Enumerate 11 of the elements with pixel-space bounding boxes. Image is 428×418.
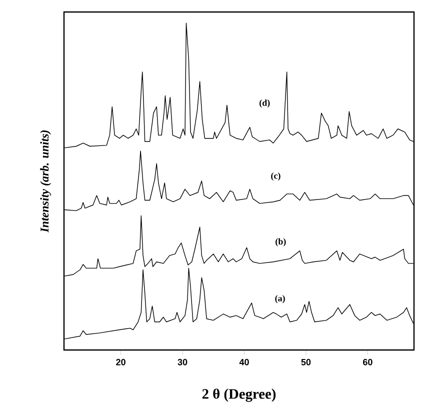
- x-tick-label: 20: [116, 358, 126, 366]
- annotation: (c): [271, 172, 280, 181]
- x-tick-label: 50: [301, 358, 311, 366]
- x-tick-label: 30: [178, 358, 188, 366]
- x-tick-label: 60: [363, 358, 372, 366]
- annotation: (a): [275, 295, 285, 304]
- x-tick-label: 40: [239, 358, 249, 366]
- annotation: (b): [276, 238, 286, 246]
- annotation: (d): [260, 100, 270, 108]
- x-axis-title: 2 θ (Degree): [202, 388, 276, 402]
- y-axis-title: Intensity (arb. units): [40, 130, 52, 232]
